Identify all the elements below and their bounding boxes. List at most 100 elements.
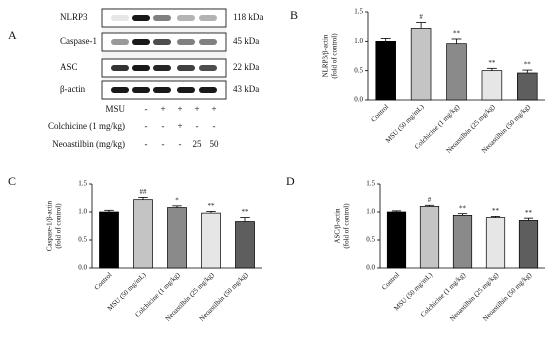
significance-label: ** — [208, 202, 216, 210]
protein-label: ASC — [60, 62, 78, 72]
blot-band — [177, 39, 195, 45]
y-tick-label: 0.0 — [354, 96, 363, 104]
size-label: 118 kDa — [233, 12, 263, 22]
significance-label: ** — [459, 204, 467, 212]
bar — [517, 72, 538, 101]
bar — [386, 211, 407, 269]
significance-label: ** — [453, 30, 461, 38]
treatment-level: - — [179, 139, 182, 149]
significance-label: ** — [488, 59, 496, 67]
y-tick-label: 0.0 — [366, 264, 375, 272]
bar — [419, 206, 440, 269]
treatment-label: Neoastilbin (mg/kg) — [52, 139, 125, 149]
treatment-level: - — [145, 104, 148, 114]
bar — [375, 40, 396, 101]
y-tick-label: 1.0 — [354, 37, 363, 45]
protein-label: NLRP3 — [60, 12, 88, 22]
y-tick-label: 1.0 — [366, 208, 375, 216]
treatment-level: + — [177, 104, 182, 114]
treatment-level: - — [162, 121, 165, 131]
significance-label: # — [419, 13, 423, 21]
bar — [235, 221, 255, 269]
size-label: 45 kDa — [233, 36, 259, 46]
bar — [446, 43, 467, 101]
treatment-level: 50 — [210, 139, 220, 149]
treatment-level: 25 — [193, 139, 203, 149]
blot-band — [111, 15, 129, 21]
size-label: 22 kDa — [233, 62, 259, 72]
bar — [452, 215, 473, 269]
y-tick-label: 0.0 — [78, 264, 87, 272]
x-tick-label: Control — [369, 103, 390, 124]
x-tick-label: Control — [380, 271, 401, 292]
size-label: 43 kDa — [233, 84, 259, 94]
treatment-label: MSU — [105, 104, 125, 114]
y-tick-label: 0.5 — [78, 236, 87, 244]
treatment-level: - — [196, 121, 199, 131]
y-tick-label: 1.5 — [78, 180, 87, 188]
bar — [410, 28, 432, 101]
blot-band — [177, 65, 195, 71]
bar — [133, 199, 153, 269]
blot-band — [199, 15, 217, 21]
significance-label: ** — [242, 208, 250, 216]
significance-label: # — [428, 196, 432, 204]
panel-label: A — [8, 28, 17, 42]
significance-label: ** — [492, 207, 500, 215]
x-tick-label: Control — [93, 271, 114, 292]
bar — [99, 211, 119, 269]
panel-label: C — [8, 174, 16, 188]
treatment-level: - — [145, 121, 148, 131]
treatment-level: + — [194, 104, 199, 114]
y-tick-label: 1.5 — [366, 180, 375, 188]
blot-band — [111, 65, 129, 71]
significance-label: ** — [525, 209, 533, 217]
y-axis-label: NLRP3/β-actin — [322, 34, 330, 77]
treatment-level: - — [162, 139, 165, 149]
treatment-level: - — [145, 139, 148, 149]
protein-label: Caspase-1 — [60, 36, 97, 46]
significance-label: ** — [524, 61, 532, 69]
blot-band — [153, 87, 171, 93]
blot-band — [153, 15, 171, 21]
panel-label: D — [286, 174, 295, 188]
y-tick-label: 1.5 — [354, 8, 363, 16]
treatment-level: - — [213, 121, 216, 131]
bar — [485, 217, 506, 269]
treatment-level: + — [177, 121, 182, 131]
y-axis-label: (fold of control) — [343, 203, 351, 249]
bar — [518, 220, 539, 269]
y-tick-label: 0.5 — [354, 66, 363, 74]
treatment-level: + — [160, 104, 165, 114]
bar — [481, 70, 503, 101]
y-tick-label: 1.0 — [78, 208, 87, 216]
significance-label: * — [175, 196, 179, 204]
blot-band — [111, 39, 129, 45]
blot-band — [132, 65, 150, 71]
blot-band — [177, 87, 195, 93]
y-axis-label: ASC/β-actin — [334, 208, 342, 244]
treatment-level: + — [211, 104, 216, 114]
blot-band — [153, 39, 171, 45]
blot-band — [132, 15, 150, 21]
blot-band — [111, 87, 129, 93]
y-tick-label: 0.5 — [366, 236, 375, 244]
bar — [167, 207, 187, 269]
treatment-label: Colchicine (1 mg/kg) — [48, 121, 125, 131]
y-axis-label: Caspase-1/β-actin — [46, 200, 54, 251]
blot-band — [199, 65, 217, 71]
blot-band — [132, 39, 150, 45]
bar — [201, 212, 221, 269]
blot-band — [177, 15, 195, 21]
protein-label: β-actin — [60, 84, 86, 94]
y-axis-label: (fold of control) — [331, 33, 339, 79]
y-axis-label: (fold of control) — [55, 203, 63, 249]
panel-label: B — [290, 8, 298, 22]
blot-band — [199, 87, 217, 93]
blot-band — [199, 39, 217, 45]
blot-band — [132, 87, 150, 93]
significance-label: ## — [140, 188, 148, 196]
blot-band — [153, 65, 171, 71]
